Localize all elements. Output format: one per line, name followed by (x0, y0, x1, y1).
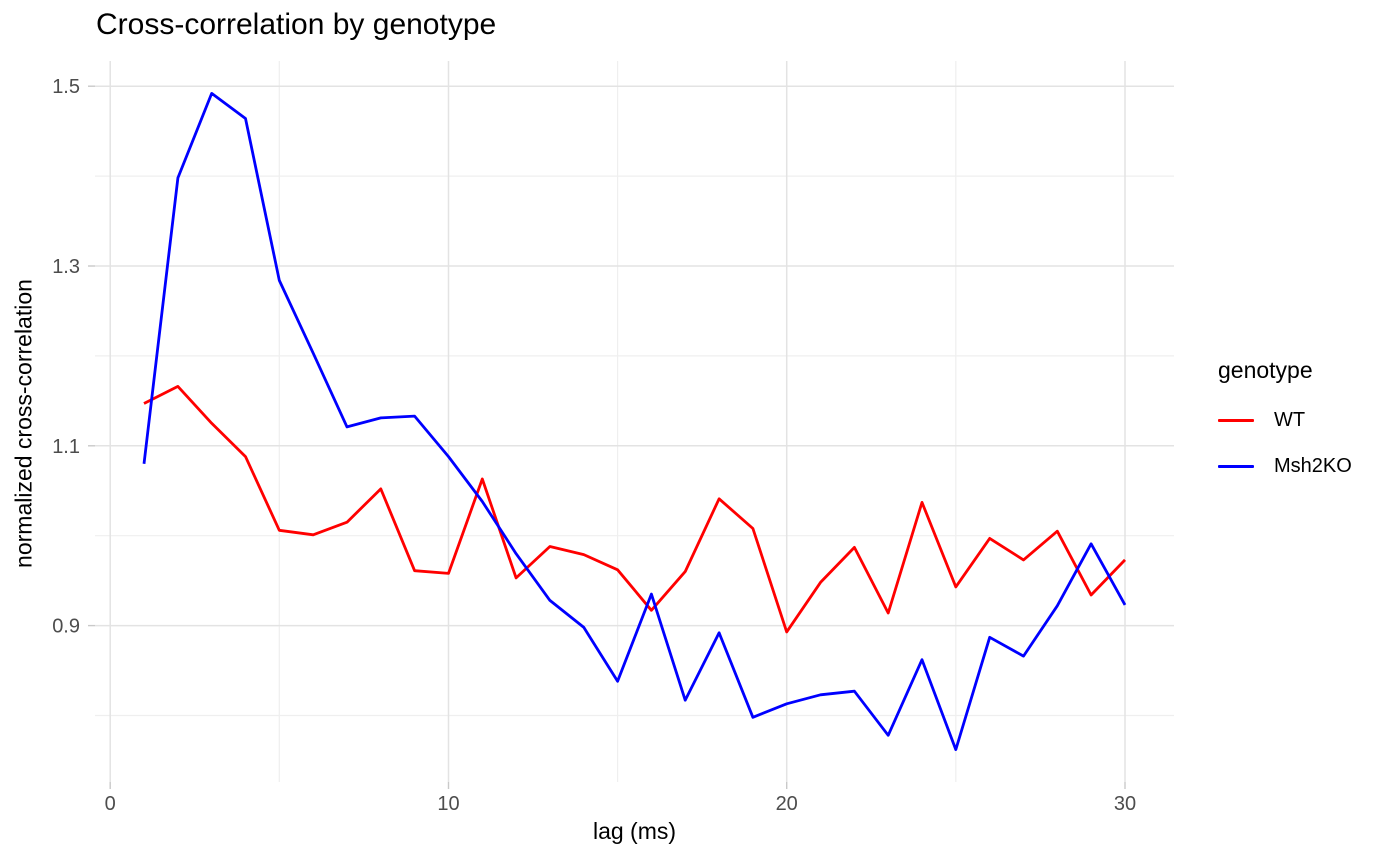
series-line-wt (143, 384, 1127, 634)
legend: genotype WT Msh2KO (1218, 355, 1352, 497)
x-tick-label: 20 (776, 793, 798, 815)
x-tick-label: 0 (105, 793, 116, 815)
legend-key-line-msh2ko (1218, 464, 1254, 468)
y-tick-label: 1.3 (52, 256, 80, 278)
x-tick-label: 10 (437, 793, 459, 815)
y-axis-title: normalized cross-correlation (10, 279, 37, 568)
y-tick-label: 0.9 (52, 616, 80, 638)
legend-items: WT Msh2KO (1218, 405, 1352, 481)
legend-item-label: Msh2KO (1274, 454, 1352, 477)
legend-title: genotype (1218, 357, 1313, 383)
legend-item-wt: WT (1218, 405, 1352, 435)
x-tick-label: 30 (1114, 793, 1136, 815)
x-axis-title: lag (ms) (592, 818, 677, 844)
y-tick-label: 1.1 (52, 436, 80, 458)
series-line-msh2ko (142, 92, 1127, 751)
legend-item-msh2ko: Msh2KO (1218, 451, 1352, 481)
legend-key-line-wt (1218, 418, 1254, 422)
chart-title: Cross-correlation by genotype (96, 8, 497, 41)
legend-item-label: WT (1274, 408, 1306, 431)
y-tick-label: 1.5 (52, 76, 80, 98)
